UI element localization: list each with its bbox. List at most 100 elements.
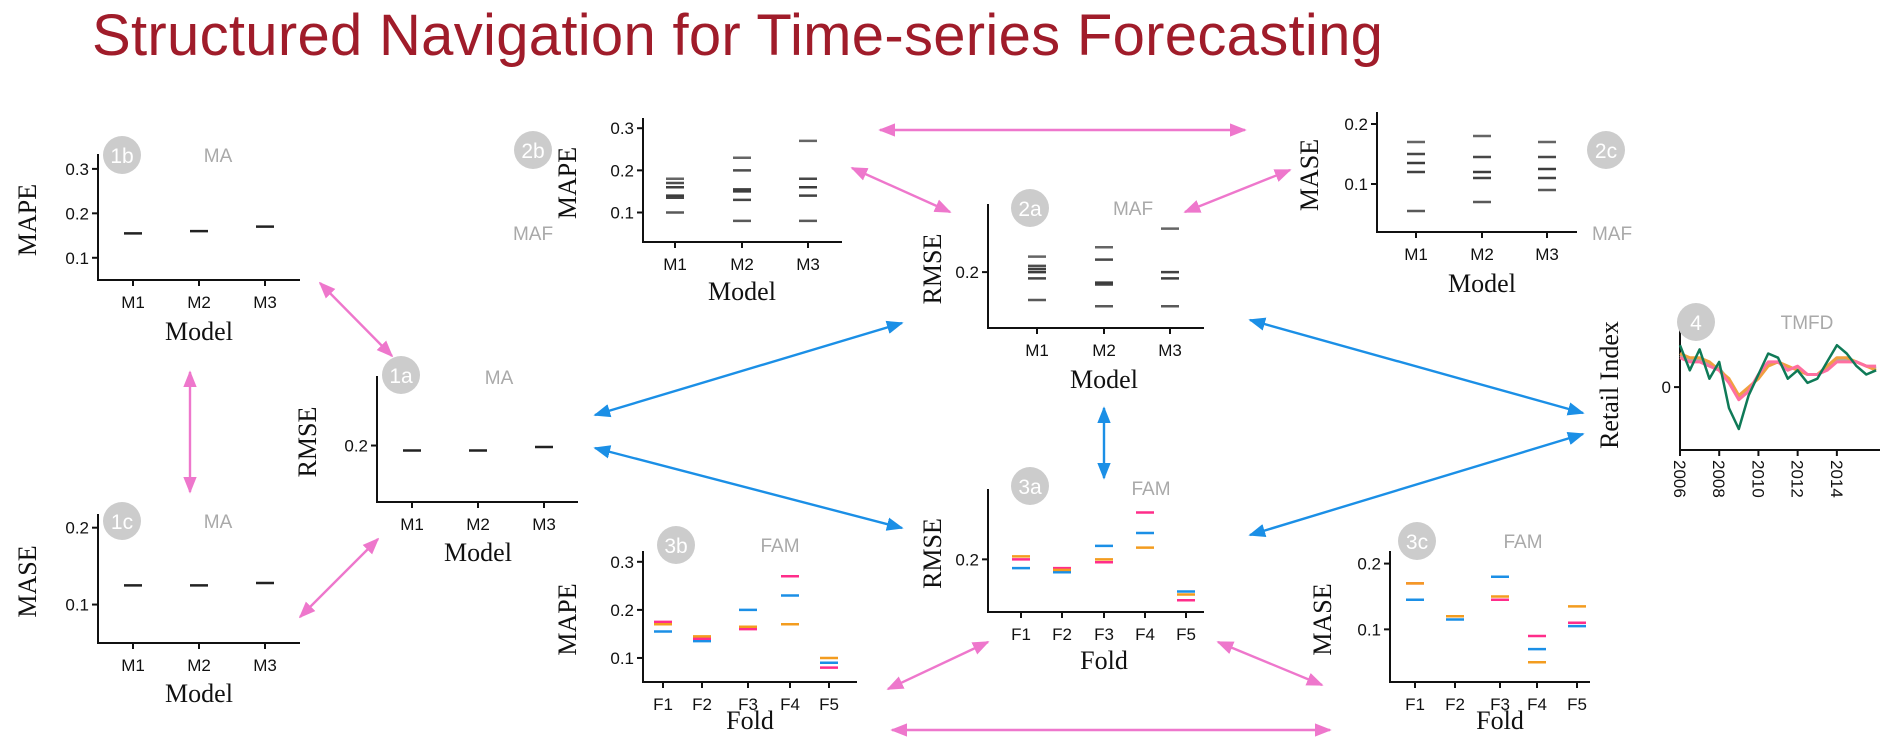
y-tick-label: 0.2: [344, 437, 368, 456]
series-line: [1679, 356, 1877, 402]
method-label: MAF: [513, 224, 553, 245]
panel-badge: [1587, 131, 1625, 169]
y-axis-title: MASE: [1308, 583, 1337, 655]
x-tick-label: M1: [400, 515, 424, 534]
x-tick-label: M1: [121, 293, 145, 312]
x-tick-label: M3: [1535, 245, 1559, 264]
x-tick-label: 2010: [1748, 460, 1767, 498]
method-label: FAM: [760, 536, 799, 557]
x-tick-label: M3: [796, 255, 820, 274]
link-1c-1a[interactable]: [298, 537, 380, 619]
x-tick-label: M2: [1470, 245, 1494, 264]
link-2c-2a[interactable]: [1183, 168, 1292, 214]
panel-badge-label: 2c: [1595, 140, 1617, 163]
link-1a-2a[interactable]: [593, 320, 904, 418]
y-tick-label: 0: [1662, 378, 1671, 397]
link-3b-3a[interactable]: [886, 640, 990, 691]
chart-1b[interactable]: 0.1 0.2 0.3 MAPE 1b MA M1 M2 M3 Model: [13, 136, 300, 346]
chart-3c[interactable]: 0.1 0.2 MASE 3c FAM F1 F2 F3 F4 F5 Fold: [1308, 522, 1590, 735]
series-line: [1678, 343, 1877, 431]
y-axis-title: MAPE: [553, 583, 582, 655]
x-tick-label: F2: [1052, 625, 1072, 644]
panel-badge-label: 2b: [521, 140, 544, 163]
x-tick-label: F5: [1176, 625, 1196, 644]
x-tick-label: F3: [1490, 695, 1510, 714]
panel-badge: [1011, 467, 1049, 505]
x-tick-label: F1: [1405, 695, 1425, 714]
chart-1c[interactable]: 0.1 0.2 MASE 1c MA M1 M2 M3 Model: [13, 502, 300, 708]
x-axis-title: Model: [1448, 269, 1516, 298]
panel-badge: [103, 502, 141, 540]
y-tick-label: 0.1: [610, 649, 634, 668]
x-tick-label: M2: [1092, 341, 1116, 360]
y-tick-label: 0.1: [65, 249, 89, 268]
x-tick-label: M2: [187, 293, 211, 312]
method-label: FAM: [1131, 479, 1170, 500]
y-tick-label: 0.3: [65, 160, 89, 179]
x-axis-title: Fold: [1476, 706, 1524, 735]
x-tick-label: F4: [780, 695, 800, 714]
x-tick-label: M1: [663, 255, 687, 274]
x-tick-label: M2: [466, 515, 490, 534]
x-axis-title: Model: [165, 679, 233, 708]
axis-lines: [642, 551, 857, 683]
link-2b-2a[interactable]: [850, 166, 952, 214]
y-tick-label: 0.1: [65, 596, 89, 615]
chart-2c[interactable]: 0.1 0.2 MASE 2c MAF M1 M2 M3 Model: [1295, 112, 1632, 298]
y-axis-title: Retail Index: [1595, 321, 1624, 449]
axis-lines: [987, 489, 1204, 613]
link-3a-3c[interactable]: [1216, 640, 1324, 687]
link-2a-4[interactable]: [1248, 317, 1585, 416]
link-3a-4[interactable]: [1248, 431, 1585, 538]
link-1a-3a[interactable]: [593, 445, 904, 531]
method-label: MA: [204, 146, 233, 167]
y-tick-label: 0.1: [1344, 175, 1368, 194]
chart-2a[interactable]: 0.2 RMSE 2a MAF M1 M2 M3 Model: [918, 189, 1204, 394]
x-tick-label: 2014: [1827, 460, 1846, 498]
chart-3b[interactable]: 0.1 0.2 0.3 MAPE 3b FAM F1 F2 F3 F4 F5 Fold: [553, 526, 857, 735]
method-label: MAF: [1113, 199, 1153, 220]
x-tick-label: F1: [653, 695, 673, 714]
x-tick-label: 2012: [1788, 460, 1807, 498]
x-tick-label: F3: [1094, 625, 1114, 644]
y-tick-label: 0.2: [1357, 555, 1381, 574]
x-axis-title: Fold: [1080, 646, 1128, 675]
axis-lines: [1376, 112, 1577, 233]
axis-lines: [1389, 551, 1590, 683]
x-tick-label: 2006: [1670, 460, 1689, 498]
chart-1a[interactable]: 0.2 RMSE 1a MA M1 M2 M3 Model: [293, 356, 578, 567]
x-tick-label: M2: [187, 656, 211, 675]
x-tick-label: F1: [1011, 625, 1031, 644]
y-tick-label: 0.2: [610, 161, 634, 180]
chart-2b[interactable]: 0.1 0.2 0.3 MAPE 2b MAF M1 M2 M3 Model: [513, 118, 842, 306]
panel-badge-label: 3b: [664, 535, 687, 558]
x-tick-label: F4: [1527, 695, 1547, 714]
y-tick-label: 0.1: [610, 204, 634, 223]
method-label: MA: [485, 368, 514, 389]
chart-3a[interactable]: 0.2 RMSE 3a FAM F1 F2 F3 F4 F5 Fold: [918, 467, 1204, 675]
y-axis-title: MASE: [1295, 139, 1324, 211]
y-tick-label: 0.2: [955, 263, 979, 282]
navigation-links: [183, 123, 1585, 737]
y-tick-label: 0.1: [1357, 620, 1381, 639]
link-1b-1a[interactable]: [318, 281, 394, 358]
axis-lines: [376, 376, 578, 503]
x-tick-label: F3: [738, 695, 758, 714]
y-tick-label: 0.2: [1344, 115, 1368, 134]
method-label: FAM: [1503, 532, 1542, 553]
panel-badge-label: 3a: [1018, 476, 1042, 499]
x-tick-label: M2: [730, 255, 754, 274]
y-tick-label: 0.3: [610, 553, 634, 572]
x-tick-label: M1: [1404, 245, 1428, 264]
x-tick-label: M1: [1025, 341, 1049, 360]
x-axis-title: Model: [708, 277, 776, 306]
axis-lines: [97, 514, 300, 644]
axis-lines: [642, 118, 842, 243]
x-tick-label: M3: [253, 293, 277, 312]
y-tick-label: 0.2: [955, 550, 979, 569]
method-label: MA: [204, 512, 233, 533]
x-tick-label: M1: [121, 656, 145, 675]
panel-badge-label: 3c: [1406, 531, 1428, 554]
chart-4[interactable]: 0 Retail Index 4 TMFD 2006 2008 2010 2012 2014: [1595, 303, 1880, 498]
